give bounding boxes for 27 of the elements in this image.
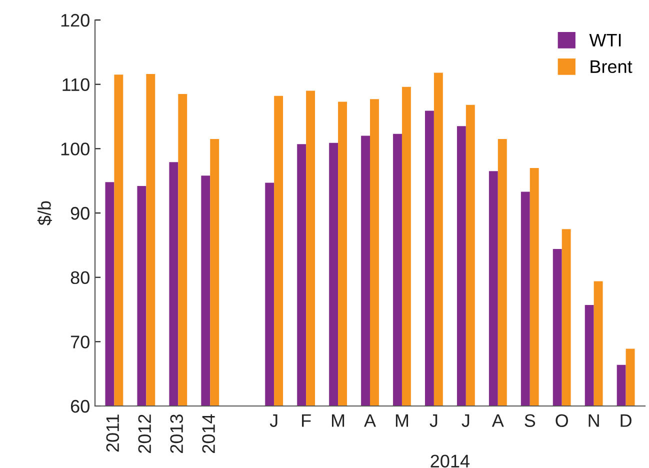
x-tick-label: J — [270, 414, 278, 427]
x-tick-label: M — [332, 414, 344, 427]
x-tick-label: F — [302, 414, 311, 427]
y-tick-label: 80 — [70, 271, 90, 284]
x-tick-label: S — [524, 414, 536, 427]
x-tick-label: J — [462, 414, 470, 427]
x-axis-title: 2014 — [430, 454, 470, 468]
y-axis-title: $/b — [37, 201, 52, 226]
x-tick-label: M — [396, 414, 408, 427]
x-tick-label: A — [492, 414, 504, 427]
y-tick-label: 110 — [62, 78, 90, 92]
y-tick-label: 60 — [70, 400, 90, 413]
legend-label: Brent — [590, 60, 632, 74]
y-tick-label: 100 — [61, 142, 90, 156]
legend-label: WTI — [589, 34, 621, 46]
y-tick-label: 120 — [61, 14, 90, 27]
x-tick-label: N — [588, 414, 599, 427]
x-tick-label: J — [430, 414, 438, 427]
x-tick-label: 2013 — [170, 414, 183, 453]
x-tick-label: O — [556, 414, 568, 427]
x-tick-label: 2014 — [202, 414, 215, 453]
y-tick-label: 90 — [70, 206, 90, 220]
y-tick-label: 70 — [70, 336, 90, 348]
x-tick-label: 2012 — [138, 414, 152, 453]
x-tick-label: 2011 — [106, 414, 120, 452]
x-tick-label: D — [620, 414, 632, 427]
x-tick-label: A — [364, 414, 376, 427]
